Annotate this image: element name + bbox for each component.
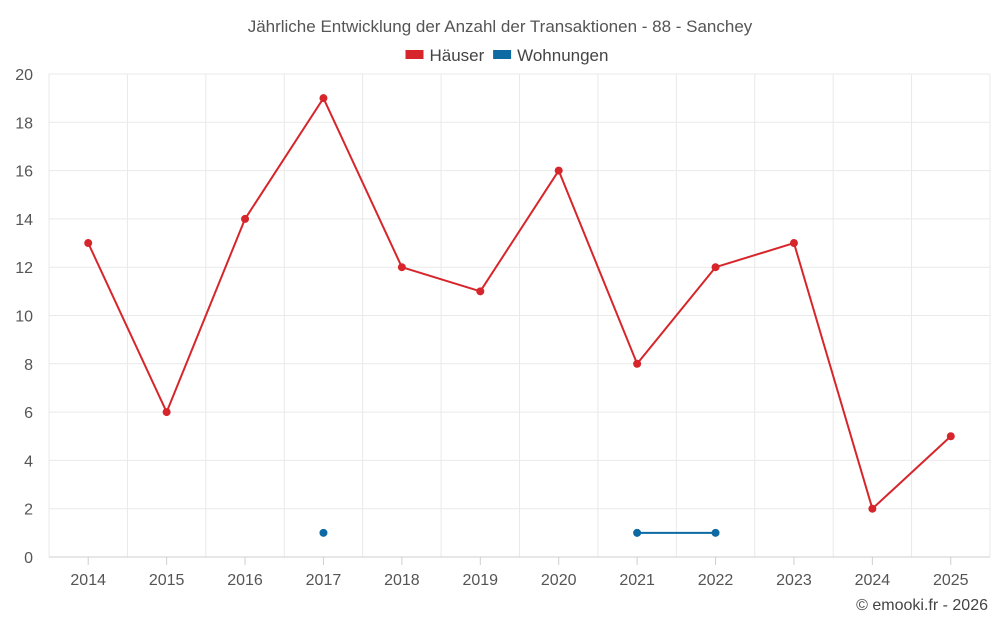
y-tick-label: 20	[15, 67, 33, 84]
data-point	[554, 166, 563, 175]
data-point	[84, 239, 93, 248]
x-tick-label: 2017	[306, 572, 342, 589]
y-tick-label: 2	[24, 502, 33, 519]
data-point	[633, 359, 642, 368]
data-point	[319, 528, 328, 537]
y-tick-label: 12	[15, 260, 33, 277]
data-point	[476, 287, 485, 296]
x-tick-label: 2024	[855, 572, 891, 589]
legend: Häuser Wohnungen	[405, 46, 608, 65]
x-tick-label: 2020	[541, 572, 577, 589]
x-tick-label: 2022	[698, 572, 734, 589]
data-point	[868, 504, 877, 513]
y-tick-label: 6	[24, 405, 33, 422]
legend-swatch	[493, 50, 512, 59]
legend-swatch	[405, 50, 424, 59]
data-point	[241, 214, 250, 223]
grid	[48, 73, 991, 557]
legend-label: Wohnungen	[517, 46, 608, 65]
x-tick-label: 2015	[149, 572, 185, 589]
axes: 0 2 4 6 8 10 12 14 16 18 20 2014 2015 2016 2017 2018 201…	[15, 67, 990, 589]
legend-label: Häuser	[430, 46, 485, 65]
series	[84, 94, 955, 537]
x-tick-label: 2025	[933, 572, 969, 589]
y-tick-label: 8	[24, 357, 33, 374]
data-point	[633, 528, 642, 537]
x-tick-label: 2023	[776, 572, 812, 589]
y-tick-label: 10	[15, 309, 33, 326]
x-tick-label: 2018	[384, 572, 420, 589]
data-point	[711, 263, 720, 272]
y-tick-label: 14	[15, 212, 33, 229]
data-point	[789, 239, 798, 248]
x-tick-label: 2016	[227, 572, 263, 589]
data-point	[162, 408, 171, 417]
y-tick-label: 18	[15, 115, 33, 132]
y-tick-label: 4	[24, 453, 33, 470]
y-tick-label: 16	[15, 164, 33, 181]
x-tick-label: 2021	[619, 572, 655, 589]
credit-text: © emooki.fr - 2026	[856, 597, 988, 614]
data-point	[397, 263, 406, 272]
x-tick-label: 2019	[462, 572, 498, 589]
y-tick-label: 0	[24, 550, 33, 567]
series-line	[87, 97, 952, 510]
chart-title: Jährliche Entwicklung der Anzahl der Tra…	[248, 17, 753, 36]
data-point	[319, 94, 328, 103]
data-point	[946, 432, 955, 441]
data-point	[711, 528, 720, 537]
x-tick-label: 2014	[70, 572, 106, 589]
